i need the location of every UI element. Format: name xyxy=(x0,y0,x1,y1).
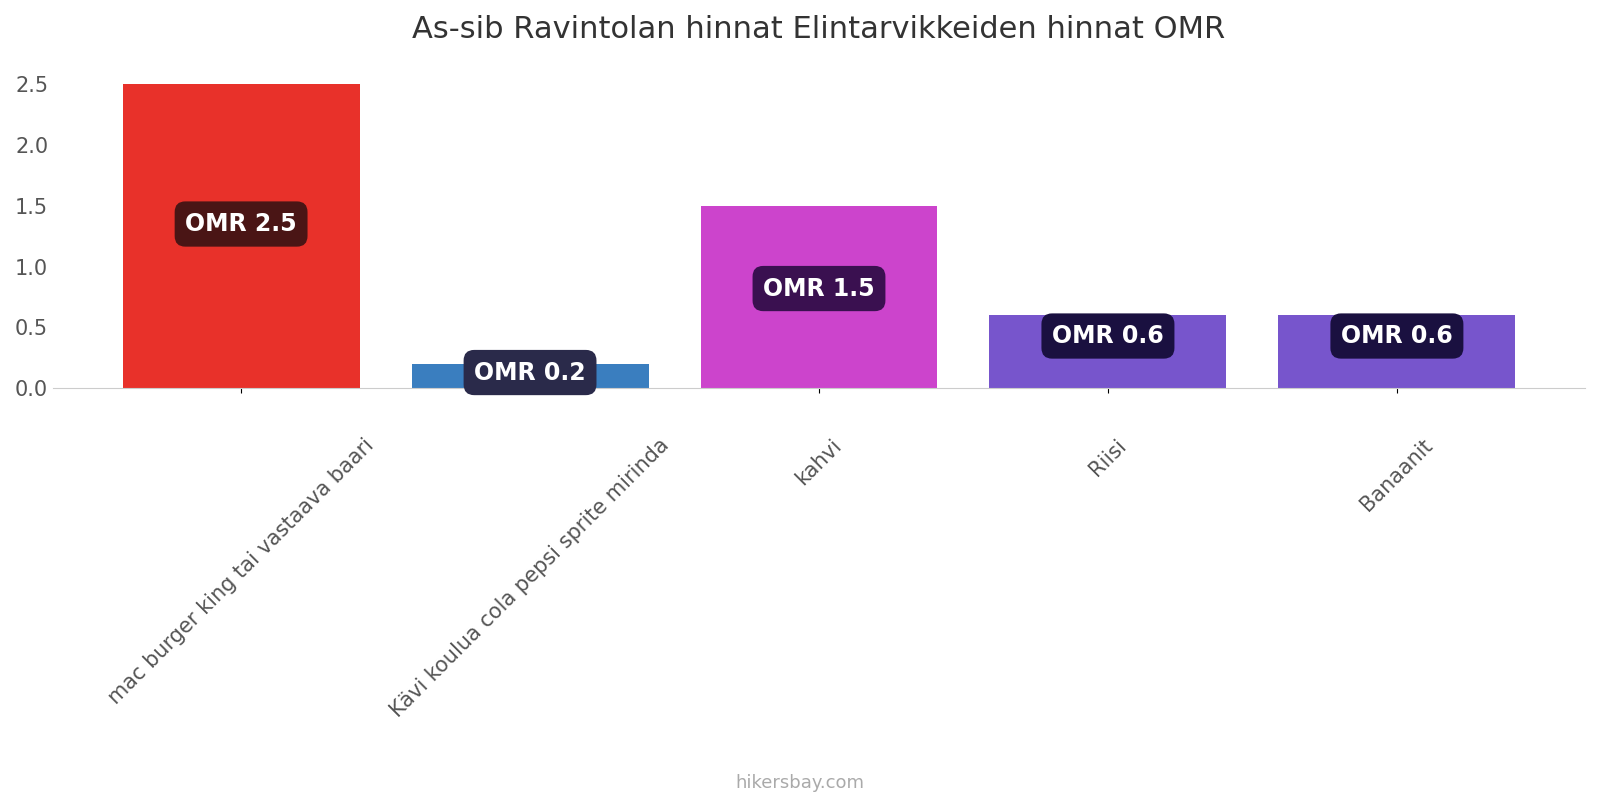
Bar xyxy=(123,84,360,388)
Text: OMR 1.5: OMR 1.5 xyxy=(763,277,875,301)
Bar xyxy=(701,206,938,388)
Text: hikersbay.com: hikersbay.com xyxy=(736,774,864,792)
Bar xyxy=(1278,315,1515,388)
Bar xyxy=(411,364,648,388)
Bar xyxy=(989,315,1227,388)
Text: OMR 0.6: OMR 0.6 xyxy=(1053,324,1163,348)
Text: OMR 0.6: OMR 0.6 xyxy=(1341,324,1453,348)
Text: OMR 0.2: OMR 0.2 xyxy=(474,361,586,385)
Text: OMR 2.5: OMR 2.5 xyxy=(186,212,298,236)
Title: As-sib Ravintolan hinnat Elintarvikkeiden hinnat OMR: As-sib Ravintolan hinnat Elintarvikkeide… xyxy=(413,15,1226,44)
